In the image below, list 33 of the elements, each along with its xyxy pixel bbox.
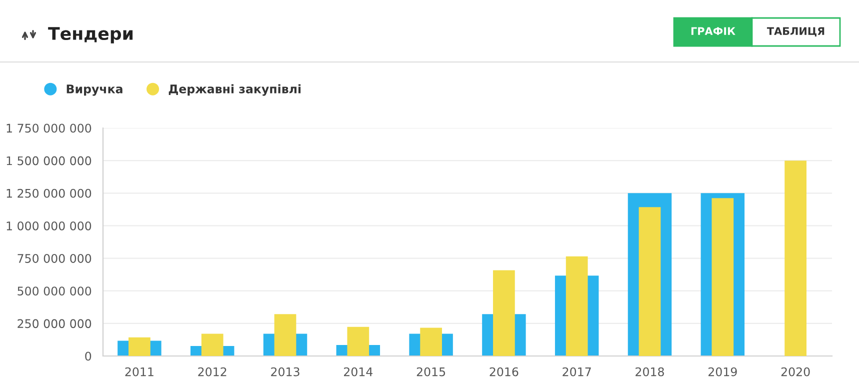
y-tick-label: 1 000 000 000 bbox=[6, 221, 92, 230]
x-tick-label: 2020 bbox=[781, 367, 810, 376]
bar bbox=[566, 256, 588, 356]
y-tick-label: 1 500 000 000 bbox=[6, 156, 92, 166]
x-tick-label: 2014 bbox=[344, 367, 373, 376]
text: ТАБЛИЦЯ bbox=[766, 27, 824, 37]
legend-label: Державні закупівлі bbox=[168, 84, 301, 96]
y-tick-label: 250 000 000 bbox=[18, 319, 92, 328]
x-tick-label: 2012 bbox=[198, 367, 226, 376]
text: ГРАФІК bbox=[691, 27, 736, 35]
bar bbox=[128, 337, 150, 356]
bar bbox=[347, 326, 370, 356]
chart-title: Тендери bbox=[48, 27, 133, 44]
x-tick-label: 2015 bbox=[416, 367, 446, 376]
x-tick-label: 2017 bbox=[562, 367, 591, 376]
y-tick-label: 1 750 000 000 bbox=[6, 124, 92, 133]
x-tick-label: 2016 bbox=[490, 367, 518, 376]
bar bbox=[274, 314, 296, 356]
y-tick-label: 500 000 000 bbox=[18, 286, 92, 296]
x-tick-label: 2013 bbox=[271, 367, 300, 376]
y-tick-label: 1 250 000 000 bbox=[6, 188, 92, 198]
bar bbox=[493, 270, 515, 356]
y-tick-label: 0 bbox=[85, 352, 92, 361]
legend-label: Виручка bbox=[66, 84, 122, 96]
x-tick-label: 2018 bbox=[636, 367, 664, 376]
bar bbox=[201, 334, 224, 356]
bar bbox=[712, 198, 734, 356]
bar bbox=[420, 328, 442, 356]
bar bbox=[638, 207, 661, 356]
x-tick-label: 2011 bbox=[125, 367, 154, 376]
bar bbox=[784, 160, 806, 356]
x-tick-label: 2019 bbox=[708, 367, 737, 376]
y-tick-label: 750 000 000 bbox=[18, 254, 92, 263]
